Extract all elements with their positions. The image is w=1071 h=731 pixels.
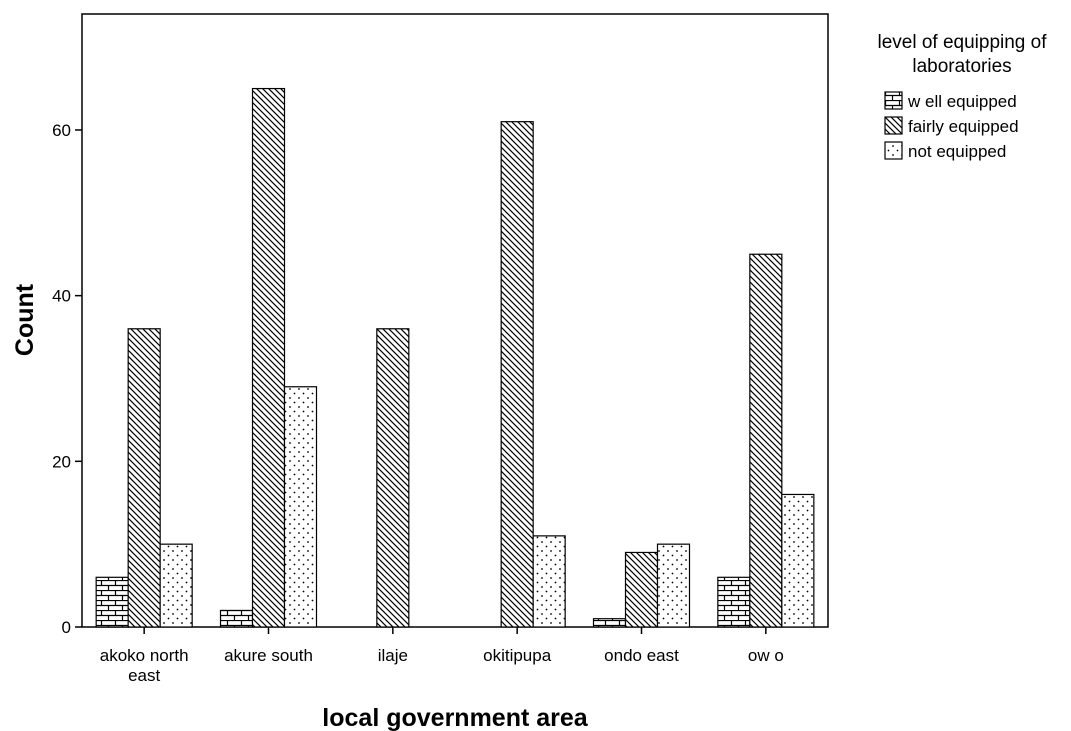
bar-brick: [592, 618, 627, 628]
x-tick-label: ondo east: [604, 646, 679, 665]
x-tick-label: okitipupa: [483, 646, 552, 665]
bars-layer: [95, 87, 815, 628]
legend-label: w ell equipped: [907, 92, 1017, 111]
legend-label: not equipped: [908, 142, 1006, 161]
y-axis-title: Count: [11, 283, 39, 356]
y-tick-label: 0: [62, 618, 71, 637]
bar-brick: [95, 576, 129, 628]
y-axis: 0 20 40 60: [52, 121, 82, 637]
legend-swatch-brick: [884, 91, 903, 110]
legend-swatch-diagonal: [884, 116, 903, 135]
bar-dots: [159, 543, 193, 628]
bar-diagonal: [376, 328, 410, 628]
legend-swatch-dots: [884, 141, 903, 160]
bar-diagonal: [500, 121, 534, 628]
y-tick-label: 40: [52, 287, 71, 306]
x-tick-label: akoko north: [100, 646, 189, 665]
legend-label: fairly equipped: [908, 117, 1019, 136]
x-axis-title: local government area: [322, 704, 588, 731]
bar-diagonal: [749, 253, 783, 628]
bar-brick: [717, 576, 751, 628]
y-tick-label: 60: [52, 121, 71, 140]
bar-dots: [283, 386, 318, 628]
x-tick-label: akure south: [224, 646, 313, 665]
legend-title-line-1: level of equipping of: [877, 32, 1047, 53]
bar-diagonal: [251, 87, 286, 628]
bar-brick: [219, 609, 254, 628]
legend-title-line-2: laboratories: [912, 56, 1011, 77]
bar-diagonal: [624, 551, 659, 628]
plot-frame: [81, 13, 829, 628]
legend: level of equipping of laboratories w ell…: [877, 32, 1047, 161]
bar-diagonal: [127, 328, 161, 628]
x-tick-label: ow o: [748, 646, 784, 665]
x-tick-label: ilaje: [378, 646, 408, 665]
x-tick-label: east: [128, 666, 160, 685]
y-tick-label: 20: [52, 452, 71, 471]
bar-dots: [781, 493, 815, 628]
bar-dots: [656, 543, 691, 628]
bar-dots: [532, 535, 566, 628]
